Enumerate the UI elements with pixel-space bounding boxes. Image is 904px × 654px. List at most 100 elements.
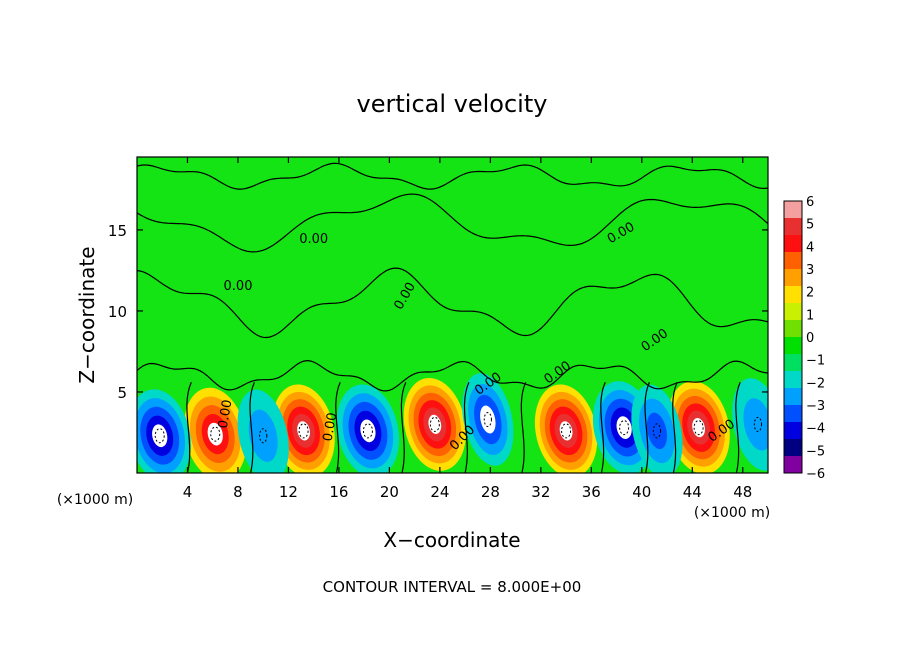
colorbar-swatch-0 [784, 201, 802, 219]
x-axis-ticks: 4 8 12 16 20 24 28 32 36 40 44 48 [183, 157, 752, 501]
x-tick-label-7: 32 [531, 483, 550, 501]
downdraft-core-0-ring-4 [152, 424, 168, 448]
colorbar-tick-label-9: −3 [806, 399, 825, 414]
zero-contour-vertical-6 [600, 382, 606, 473]
x-tick-label-0: 4 [183, 483, 193, 501]
updraft-core-2-contour [429, 416, 440, 432]
colorbar-tick-label-5: 1 [806, 308, 814, 323]
contour-label-6: 0.00 [216, 399, 236, 430]
colorbar-frame [783, 200, 803, 474]
colorbar-swatch-1 [784, 218, 802, 236]
colorbar: 6 5 4 3 2 1 0 −1 −2 −3 −4 −5 −6 [783, 195, 825, 482]
contour-label-7: 0.00 [321, 411, 341, 442]
colorbar-swatch-6 [784, 303, 802, 321]
colorbar-tick-label-10: −4 [806, 422, 825, 437]
colorbar-tick-label-2: 4 [806, 240, 814, 255]
colorbar-tick-label-1: 5 [806, 218, 814, 233]
zero-contour-line-3 [137, 162, 768, 190]
colorbar-swatch-11 [784, 388, 802, 406]
zero-contour-line-0 [137, 359, 768, 392]
updraft-core-3 [534, 384, 598, 473]
downdraft-core-0-contour [154, 428, 165, 444]
downdraft-core-5 [631, 384, 683, 473]
downdraft-core-2 [336, 384, 400, 473]
colorbar-tick-label-7: −1 [806, 354, 825, 369]
downdraft-core-6-ring-1 [743, 398, 768, 451]
colorbar-swatch-2 [784, 235, 802, 253]
x-tick-label-3: 16 [329, 483, 348, 501]
x-tick-label-2: 12 [279, 483, 298, 501]
colorbar-swatch-3 [784, 252, 802, 270]
downdraft-core-0 [137, 389, 191, 473]
zero-contour-vertical-1 [249, 382, 255, 473]
updraft-core-0 [184, 387, 247, 473]
downdraft-core-1-contour [259, 428, 268, 444]
colorbar-tick-label-0: 6 [806, 195, 814, 210]
plot-frame [136, 156, 769, 474]
updraft-core-4 [667, 381, 730, 473]
colorbar-swatch-13 [784, 422, 802, 440]
x-tick-label-1: 8 [233, 483, 243, 501]
colorbar-tick-label-8: −2 [806, 376, 825, 391]
plot-area: 0.000.000.00 0.000.000.000.00 0.00 0.00 0.00… [136, 156, 769, 474]
y-tick-label-2: 15 [108, 222, 127, 240]
zero-contour-vertical-5 [520, 382, 527, 473]
y-axis-ticks: 5 10 15 [108, 222, 768, 402]
chart-title: vertical velocity [357, 90, 548, 118]
zero-contour-line-1 [137, 267, 768, 339]
x-tick-label-9: 40 [632, 483, 651, 501]
updraft-core-0-ring-4 [207, 422, 223, 446]
colorbar-tick-label-12: −6 [806, 467, 825, 482]
downdraft-core-5-ring-2 [646, 412, 668, 450]
contour-label-0: 0.00 [299, 232, 328, 247]
colorbar-swatch-5 [784, 286, 802, 304]
x-tick-label-4: 20 [380, 483, 399, 501]
downdraft-core-2-contour [362, 423, 373, 439]
colorbar-swatch-15 [784, 456, 802, 474]
x-tick-label-11: 48 [733, 483, 752, 501]
zero-contour-vertical-9 [735, 382, 741, 473]
downdraft-core-6 [732, 378, 768, 471]
downdraft-core-3-contour [483, 412, 492, 428]
zero-contour-vertical-2 [335, 382, 341, 473]
colorbar-tick-label-3: 3 [806, 263, 814, 278]
downdraft-core-6-contour [753, 416, 763, 432]
x-tick-label-8: 36 [582, 483, 601, 501]
colorbar-swatch-14 [784, 439, 802, 457]
updraft-core-4-contour [693, 420, 704, 436]
zero-contour-vertical-4 [463, 382, 470, 473]
colorbar-swatch-7 [784, 320, 802, 338]
x-axis-label: X−coordinate [383, 528, 520, 552]
colorbar-swatch-10 [784, 371, 802, 389]
x-scale-note-left: (×1000 m) [57, 492, 133, 508]
zero-contour-vertical-8 [672, 382, 678, 473]
zero-contour-line-2 [137, 193, 768, 253]
zero-contour-vertical-7 [644, 382, 650, 473]
downdraft-core-3 [462, 373, 514, 466]
contour-interval-note: CONTOUR INTERVAL = 8.000E+00 [323, 578, 582, 596]
downdraft-core-4-contour [619, 420, 630, 436]
x-tick-label-5: 24 [430, 483, 449, 501]
velocity-field [137, 373, 768, 473]
downdraft-core-5-contour [652, 423, 662, 439]
colorbar-tick-label-11: −5 [806, 444, 825, 459]
downdraft-core-3-ring-3 [480, 405, 496, 434]
updraft-core-3-contour [561, 423, 572, 439]
y-axis-label: Z−coordinate [75, 246, 99, 383]
x-tick-label-6: 28 [481, 483, 500, 501]
zero-contour-vertical-3 [400, 382, 407, 473]
y-tick-label-0: 5 [117, 384, 127, 402]
x-tick-label-10: 44 [683, 483, 702, 501]
colorbar-swatch-9 [784, 354, 802, 372]
downdraft-core-4-ring-4 [616, 416, 632, 439]
downdraft-core-2-ring-4 [360, 419, 376, 443]
updraft-core-1-contour [298, 423, 309, 439]
colorbar-tick-label-6: 0 [806, 331, 814, 346]
colorbar-swatch-12 [784, 405, 802, 423]
zero-contour-vertical-0 [186, 382, 192, 473]
updraft-core-0-contour [210, 426, 221, 442]
downdraft-core-1-ring-1 [248, 409, 278, 462]
updraft-core-2 [403, 377, 467, 471]
colorbar-swatch-4 [784, 269, 802, 287]
